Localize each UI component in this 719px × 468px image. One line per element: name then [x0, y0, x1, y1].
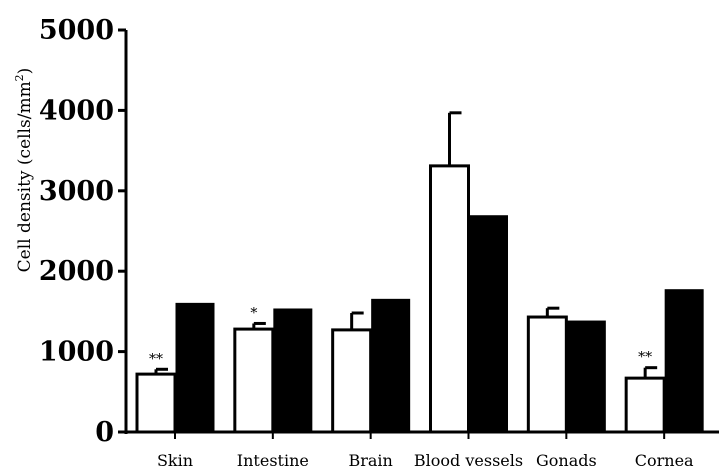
- significance-annotation: **: [638, 350, 652, 366]
- x-tick-label: Gonads: [536, 451, 597, 468]
- significance-annotations: *****: [149, 305, 652, 367]
- y-tick-label: 0: [95, 417, 114, 448]
- bar-series-2: [566, 320, 606, 433]
- x-tick-label: Skin: [157, 451, 193, 468]
- y-axis: 0 1000 2000 3000 4000 5000: [39, 15, 128, 448]
- bar-series-1: [526, 315, 568, 434]
- bar-series-1: [429, 164, 470, 434]
- bar-series-2: [273, 308, 313, 433]
- x-tick-label: Cornea: [635, 451, 694, 468]
- x-tick-label: Blood vessels: [414, 451, 523, 468]
- y-tick-label: 5000: [39, 15, 114, 46]
- error-bars: [154, 111, 658, 379]
- bar-series-2: [371, 298, 411, 433]
- y-tick-label: 4000: [39, 95, 114, 126]
- significance-annotation: *: [250, 305, 257, 321]
- bar-series-1: [331, 328, 373, 434]
- bar-series-1: [135, 372, 177, 434]
- bar-series-1: [233, 327, 275, 434]
- x-tick-label: Brain: [348, 451, 392, 468]
- y-axis-label: Cell density (cells/mm2): [13, 68, 35, 273]
- bar-series-2: [469, 215, 508, 433]
- bars: [135, 164, 704, 434]
- bar-series-2: [175, 302, 215, 433]
- x-tick-label: Intestine: [237, 451, 309, 468]
- x-axis: Skin Intestine Brain Blood vessels Gonads Cor…: [125, 430, 719, 468]
- y-tick-label: 3000: [39, 176, 114, 207]
- bar-series-1: [624, 376, 666, 434]
- significance-annotation: **: [149, 351, 163, 367]
- y-tick-label: 1000: [39, 337, 114, 368]
- bar-series-2: [664, 289, 704, 433]
- y-tick-label: 2000: [39, 256, 114, 287]
